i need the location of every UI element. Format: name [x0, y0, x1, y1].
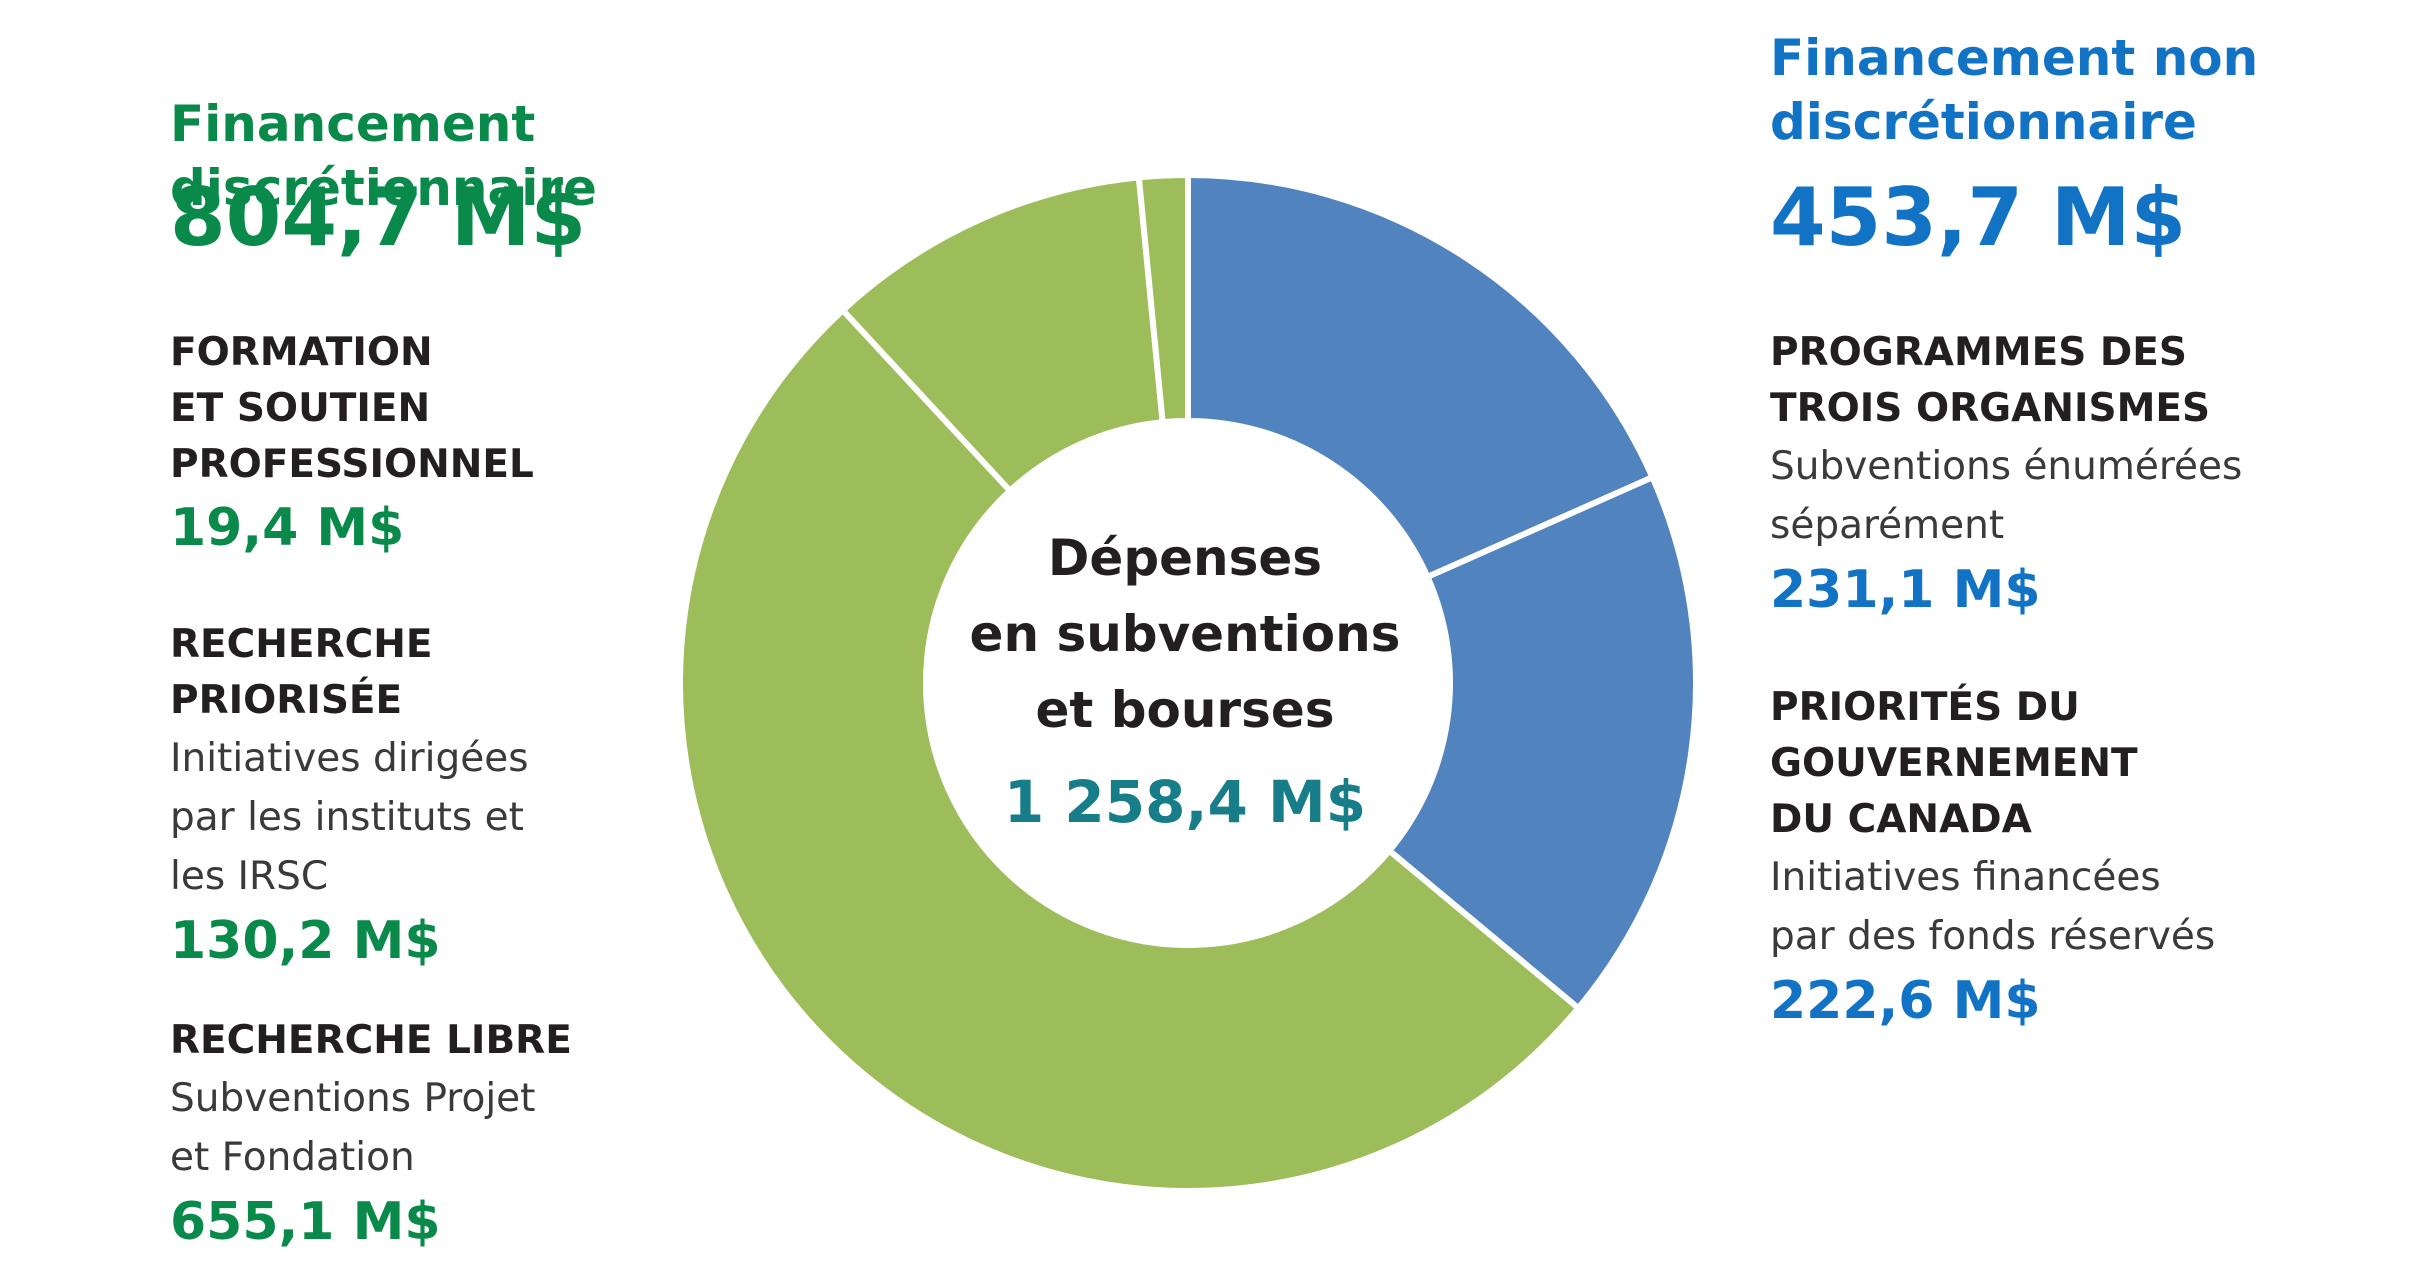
category-trois-organismes: PROGRAMMES DES TROIS ORGANISMES Subventi…: [1770, 325, 2410, 625]
non-discretionary-total: 453,7 M$: [1770, 171, 2187, 264]
category-name: FORMATION ET SOUTIEN PROFESSIONNEL: [170, 330, 534, 487]
category-name: PROGRAMMES DES TROIS ORGANISMES: [1770, 330, 2211, 431]
category-priorites-gouvernement: PRIORITÉS DU GOUVERNEMENT DU CANADA Init…: [1770, 680, 2410, 1036]
category-name: RECHERCHE LIBRE: [170, 1018, 572, 1063]
category-recherche-libre: RECHERCHE LIBRE Subventions Projet et Fo…: [170, 1013, 810, 1257]
donut-slice-1: [1385, 473, 1699, 1013]
center-label: Dépenses en subventions et bourses: [969, 529, 1401, 739]
discretionary-total: 804,7 M$: [170, 171, 587, 264]
category-name: RECHERCHE PRIORISÉE: [170, 622, 433, 723]
category-description: Initiatives financées par des fonds rése…: [1770, 855, 2216, 959]
category-formation: FORMATION ET SOUTIEN PROFESSIONNEL 19,4 …: [170, 325, 810, 563]
non-discretionary-title: Financement non discrétionnaire: [1770, 29, 2259, 151]
donut-slice-4: [1135, 171, 1191, 426]
category-value: 130,2 M$: [170, 911, 441, 971]
category-value: 231,1 M$: [1770, 560, 2041, 620]
donut-slice-2: [677, 306, 1583, 1194]
center-total: 1 258,4 M$: [1003, 768, 1367, 836]
category-value: 655,1 M$: [170, 1192, 441, 1252]
discretionary-title: Financement discrétionnaire: [170, 95, 597, 217]
category-description: Initiatives dirigées par les instituts e…: [170, 736, 529, 899]
category-name: PRIORITÉS DU GOUVERNEMENT DU CANADA: [1770, 685, 2138, 842]
category-recherche-priorisee: RECHERCHE PRIORISÉE Initiatives dirigées…: [170, 617, 810, 976]
category-value: 19,4 M$: [170, 498, 405, 558]
category-description: Subventions énumérées séparément: [1770, 444, 2243, 548]
category-description: Subventions Projet et Fondation: [170, 1076, 536, 1180]
donut-slice-3: [838, 174, 1166, 495]
donut-slice-0: [1185, 171, 1657, 581]
category-value: 222,6 M$: [1770, 971, 2041, 1031]
